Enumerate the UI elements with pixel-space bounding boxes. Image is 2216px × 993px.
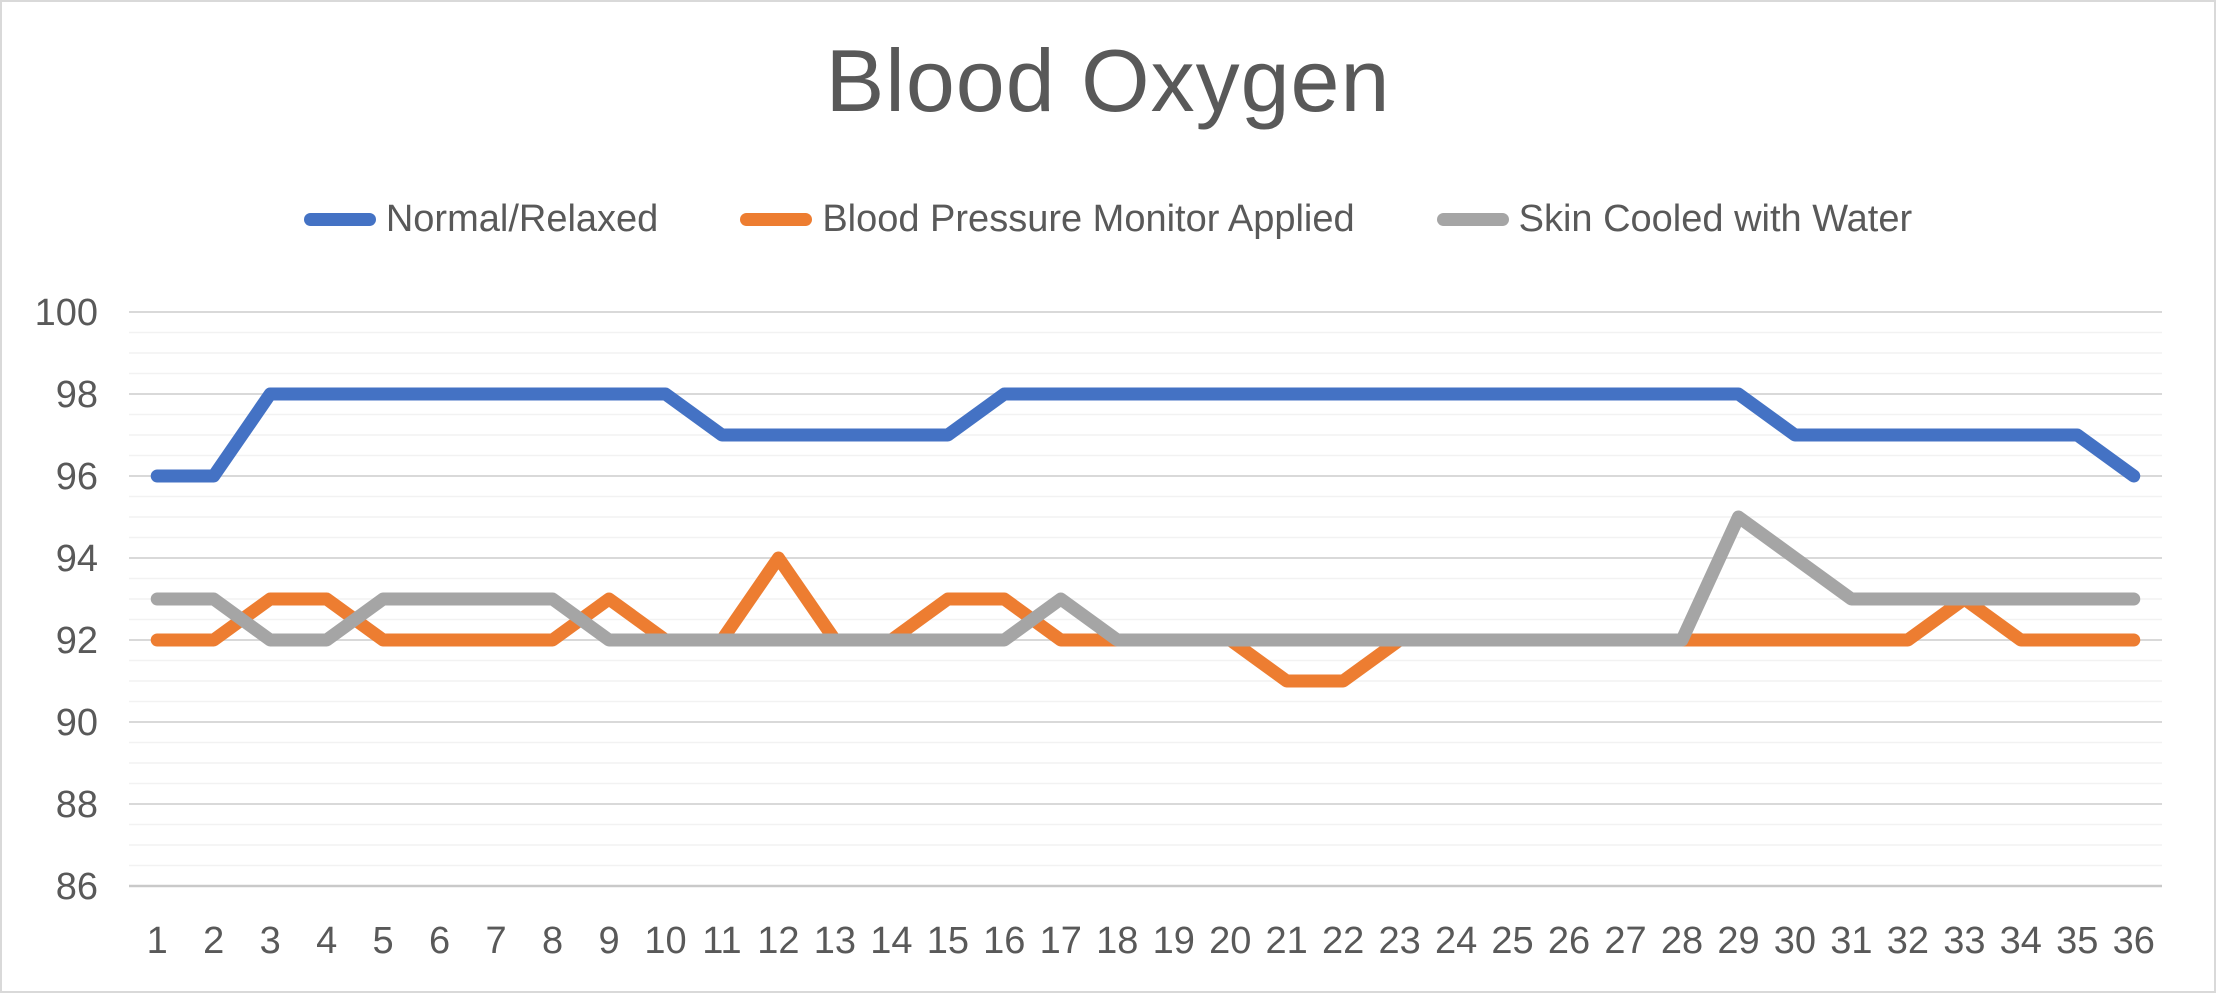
x-axis-label: 5 (373, 920, 394, 962)
x-axis-label: 34 (2000, 920, 2042, 962)
legend-label-skin-cooled-water: Skin Cooled with Water (1518, 198, 1913, 240)
x-axis-label: 7 (485, 920, 506, 962)
y-axis-label: 100 (35, 292, 98, 334)
legend-label-bp-monitor-applied: Blood Pressure Monitor Applied (822, 198, 1355, 240)
y-axis-label: 86 (56, 866, 98, 908)
x-axis-label: 13 (814, 920, 856, 962)
series-line-normal-relaxed[interactable] (150, 387, 2141, 483)
x-axis-label: 2 (203, 920, 224, 962)
y-axis-label: 90 (56, 702, 98, 744)
x-axis-label: 29 (1717, 920, 1759, 962)
legend-item-normal-relaxed[interactable]: Normal/Relaxed (303, 198, 659, 241)
x-axis-label: 1 (147, 920, 168, 962)
x-axis-label: 32 (1887, 920, 1929, 962)
x-axis-label: 16 (983, 920, 1025, 962)
x-axis-label: 8 (542, 920, 563, 962)
legend-swatch-skin-cooled-water (1436, 213, 1509, 226)
chart-title: Blood Oxygen (825, 31, 1391, 130)
x-axis-label: 3 (260, 920, 281, 962)
x-axis-label: 36 (2113, 920, 2155, 962)
x-axis-label: 35 (2056, 920, 2098, 962)
x-axis-label: 18 (1096, 920, 1138, 962)
x-axis-label: 25 (1491, 920, 1533, 962)
x-axis-label: 23 (1378, 920, 1420, 962)
legend-item-skin-cooled-water[interactable]: Skin Cooled with Water (1436, 198, 1913, 241)
x-axis-label: 19 (1153, 920, 1195, 962)
x-axis-label: 33 (1943, 920, 1985, 962)
x-axis-label: 17 (1040, 920, 1082, 962)
x-axis-label: 27 (1604, 920, 1646, 962)
legend: Normal/Relaxed Blood Pressure Monitor Ap… (2, 198, 2214, 241)
x-axis-label: 20 (1209, 920, 1251, 962)
x-axis-label: 21 (1266, 920, 1308, 962)
y-axis-label: 98 (56, 374, 98, 416)
x-axis-label: 24 (1435, 920, 1477, 962)
x-axis-label: 28 (1661, 920, 1703, 962)
x-axis-label: 11 (702, 920, 741, 962)
legend-swatch-bp-monitor-applied (740, 213, 813, 226)
y-axis-label: 94 (56, 538, 98, 580)
x-axis-label: 4 (316, 920, 337, 962)
x-axis-label: 31 (1830, 920, 1872, 962)
legend-item-bp-monitor-applied[interactable]: Blood Pressure Monitor Applied (740, 198, 1355, 241)
x-axis-label: 9 (598, 920, 619, 962)
x-axis-label: 14 (870, 920, 912, 962)
x-axis-label: 22 (1322, 920, 1364, 962)
x-axis-label: 15 (927, 920, 969, 962)
x-axis-label: 26 (1548, 920, 1590, 962)
x-axis-label: 30 (1774, 920, 1816, 962)
y-axis-label: 88 (56, 784, 98, 826)
y-axis-label: 96 (56, 456, 98, 498)
y-axis-label: 92 (56, 620, 98, 662)
legend-swatch-normal-relaxed (303, 213, 376, 226)
x-axis-label: 12 (757, 920, 799, 962)
x-axis-label: 6 (429, 920, 450, 962)
series-line-skin-cooled-with-water[interactable] (150, 510, 2141, 647)
x-axis-label: 10 (644, 920, 686, 962)
legend-label-normal-relaxed: Normal/Relaxed (385, 198, 659, 240)
